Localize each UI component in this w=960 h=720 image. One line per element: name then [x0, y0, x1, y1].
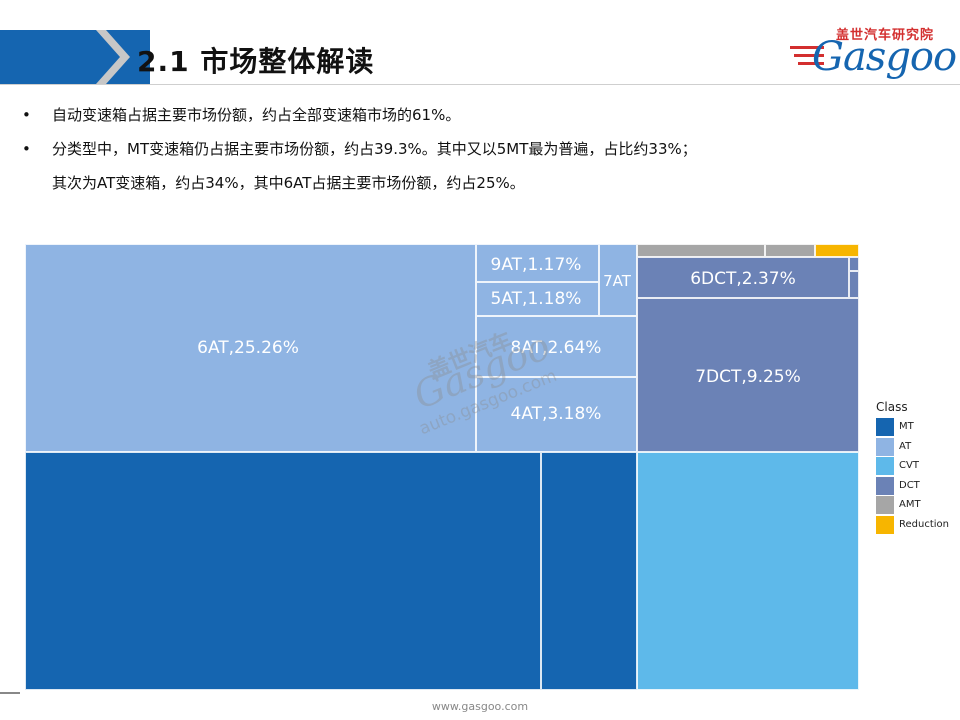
bullet-text: 其次为AT变速箱，约占34%，其中6AT占据主要市场份额，约占25%。	[52, 174, 525, 192]
treemap-cell	[637, 257, 849, 298]
legend-swatch	[876, 437, 894, 456]
legend-label: AMT	[899, 499, 921, 510]
legend-label: CVT	[899, 460, 919, 471]
treemap-cell	[476, 244, 599, 282]
bullet-marker: •	[22, 140, 31, 158]
treemap-cell	[637, 298, 859, 452]
header-divider	[0, 84, 960, 85]
treemap-cell	[476, 282, 599, 316]
treemap-cell	[25, 244, 476, 452]
treemap-cell-label: 9AT,1.17%	[490, 255, 582, 275]
corner-mark	[0, 692, 20, 694]
treemap-cell-label: 5AT,1.18%	[490, 289, 582, 309]
chart-legend: Class MT AT CVT DCT AMT Reduction	[876, 400, 949, 536]
treemap-cell-label: 6AT,25.26%	[197, 338, 299, 358]
legend-item: DCT	[876, 476, 920, 497]
bullet-text: 自动变速箱占据主要市场份额，约占全部变速箱市场的61%。	[52, 106, 461, 124]
treemap-cell	[849, 271, 859, 298]
treemap-cell	[637, 244, 765, 257]
treemap-cell	[849, 257, 859, 271]
legend-label: DCT	[899, 479, 920, 491]
legend-swatch	[876, 476, 894, 495]
treemap-chart: 5MT,33.12%6MT,6.23%6AT,25.26%4AT,3.18%8A…	[25, 244, 859, 690]
treemap-cell	[25, 452, 541, 690]
legend-item: Reduction	[876, 515, 949, 536]
legend-item: AT	[876, 437, 912, 458]
bullet-item: • 自动变速箱占据主要市场份额，约占全部变速箱市场的61%。	[22, 98, 942, 132]
bullet-marker: •	[22, 106, 31, 124]
treemap-cell	[599, 244, 637, 316]
treemap-cell-label: 4AT,3.18%	[510, 404, 602, 424]
brand-logo: 盖世汽车研究院 Gasgoo	[790, 22, 957, 82]
page-title: 2.1 市场整体解读	[137, 45, 375, 78]
legend-swatch	[876, 496, 894, 514]
legend-item: CVT	[876, 457, 919, 477]
bullet-item: • 分类型中，MT变速箱仍占据主要市场份额，约占39.3%。其中又以5MT最为普…	[22, 132, 942, 200]
treemap-cell	[765, 244, 815, 257]
logo-text-cn: 盖世汽车研究院	[836, 28, 935, 43]
treemap-cell	[637, 452, 859, 690]
legend-item: AMT	[876, 496, 921, 516]
legend-label: MT	[899, 421, 914, 432]
summary-bullets: • 自动变速箱占据主要市场份额，约占全部变速箱市场的61%。 • 分类型中，MT…	[22, 98, 942, 200]
treemap-cell-label: 7AT	[603, 272, 631, 290]
treemap-cell	[476, 377, 637, 452]
treemap-cell-label: 6DCT,2.37%	[690, 269, 796, 289]
treemap-cell	[541, 452, 637, 690]
legend-swatch	[876, 515, 894, 534]
legend-label: Reduction	[899, 518, 949, 530]
treemap-cell-label: 8AT,2.64%	[510, 338, 602, 358]
header-chevrons	[82, 30, 130, 84]
treemap-cell	[476, 316, 637, 377]
bullet-text: 分类型中，MT变速箱仍占据主要市场份额，约占39.3%。其中又以5MT最为普遍，…	[52, 140, 697, 158]
legend-swatch	[876, 418, 894, 436]
legend-swatch	[876, 457, 894, 475]
footer-url: www.gasgoo.com	[431, 700, 529, 713]
legend-label: AT	[899, 440, 912, 452]
legend-item: MT	[876, 418, 914, 438]
logo-text-en: Gasgoo	[812, 34, 957, 80]
legend-title: Class	[876, 400, 908, 414]
treemap-cell	[815, 244, 859, 257]
treemap-cell-label: 7DCT,9.25%	[695, 367, 801, 387]
